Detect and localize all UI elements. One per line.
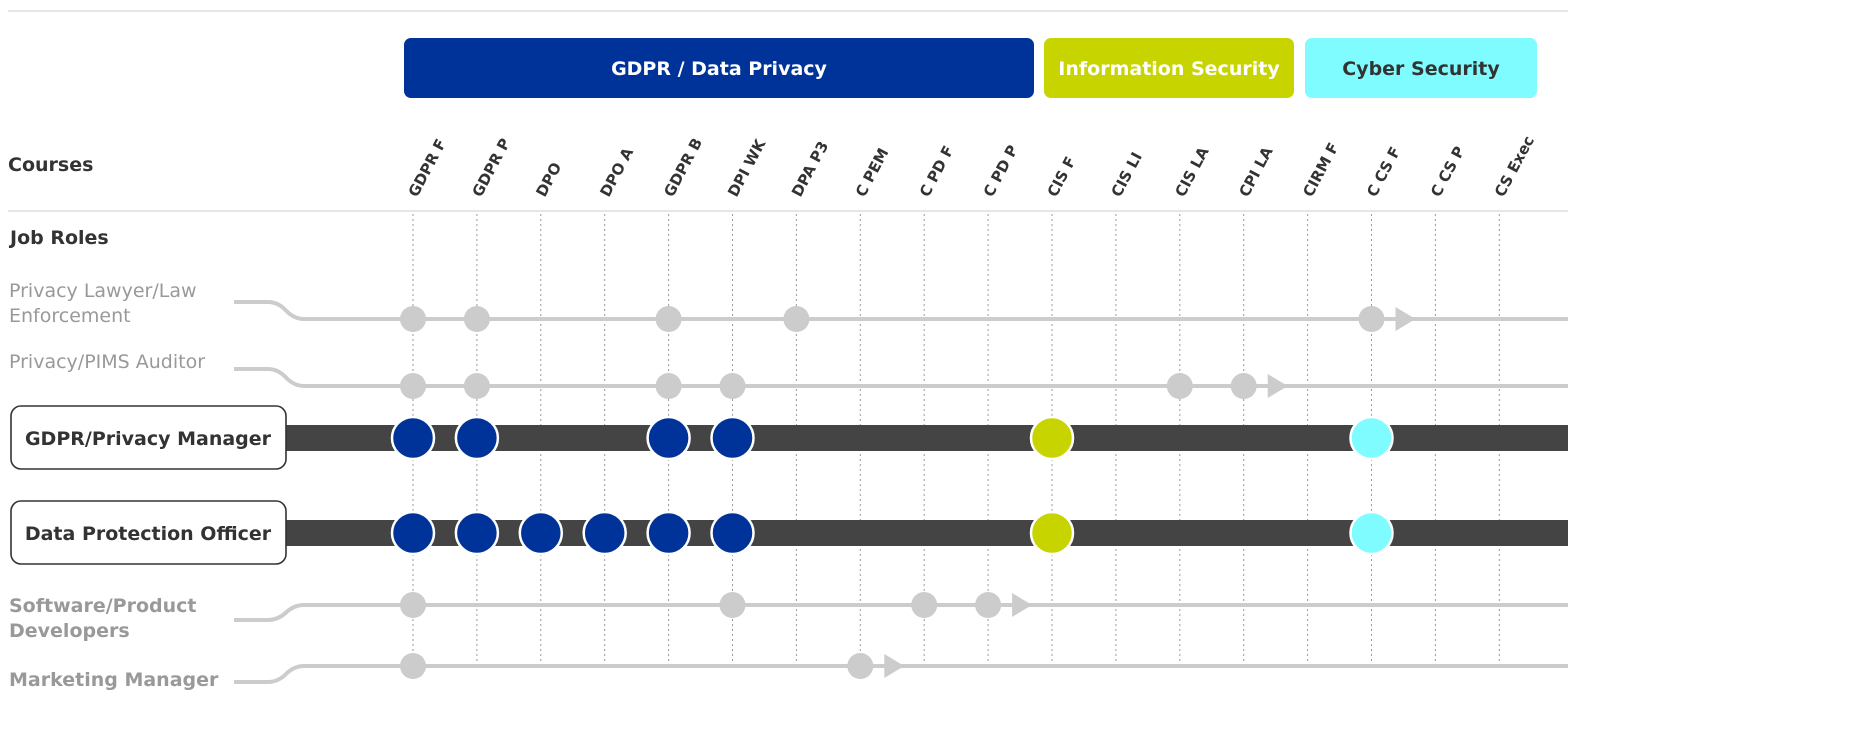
course-dot-gdpr-f <box>400 653 426 679</box>
course-dot-gdpr-f <box>400 592 426 618</box>
category-label: GDPR / Data Privacy <box>611 58 827 80</box>
role-track-software-product-developers: Software/Product Developers <box>9 592 1568 642</box>
course-label-c-pd-p: C PD P <box>980 142 1022 200</box>
role-track-privacy-lawyer-law-enforcement: Privacy Lawyer/Law Enforcement <box>9 280 1568 332</box>
course-dot-dpi-wk <box>710 415 755 461</box>
course-dot-gdpr-b <box>655 306 682 332</box>
course-dot-dpi-wk <box>710 510 755 556</box>
course-label-gdpr-f: GDPR F <box>405 136 450 200</box>
category-banner-bg <box>1305 38 1537 98</box>
category-banner-bg <box>404 38 1034 98</box>
course-label-cis-la: CIS LA <box>1171 144 1212 200</box>
courses-header: Courses <box>8 154 93 176</box>
course-label-c-pem: C PEM <box>852 145 892 200</box>
course-dot-gdpr-f <box>390 510 436 556</box>
course-dot-gdpr-p <box>454 415 500 461</box>
role-label: Software/Product <box>9 595 196 617</box>
course-dot-c-cs-f <box>1358 306 1385 332</box>
track-line <box>234 603 1568 622</box>
track-arrow <box>1267 374 1288 398</box>
category-banners: GDPR / Data Privacy Information Security C… <box>404 38 1537 98</box>
course-dot-gdpr-b <box>646 510 691 556</box>
role-box <box>10 405 287 470</box>
course-label-c-cs-f: C CS F <box>1363 144 1404 200</box>
role-label: Marketing Manager <box>9 669 219 691</box>
course-label-dpa-p3: DPA P3 <box>788 138 832 200</box>
course-label-dpo-a: DPO A <box>596 144 637 200</box>
role-track-data-protection-officer: Data Protection Officer <box>10 500 1568 565</box>
category-cyber-security: Cyber Security <box>1305 38 1537 98</box>
course-dot-gdpr-b <box>655 373 682 399</box>
track-line <box>234 300 1568 321</box>
role-track-gdpr-privacy-manager: GDPR/Privacy Manager <box>10 405 1568 470</box>
course-dot-gdpr-f <box>400 373 426 399</box>
course-label-cs-exec: CS Exec <box>1491 133 1538 200</box>
course-label-cis-li: CIS LI <box>1108 149 1146 200</box>
track-arrow <box>884 654 905 678</box>
course-label-c-pd-f: C PD F <box>916 143 958 200</box>
course-label-dpi-wk: DPI WK <box>724 135 770 200</box>
role-tracks: Privacy Lawyer/Law Enforcement Privacy/PIM… <box>9 280 1568 691</box>
role-label: Data Protection Officer <box>25 523 272 545</box>
course-dot-cis-la <box>1166 373 1193 399</box>
role-label: Privacy/PIMS Auditor <box>9 351 205 373</box>
category-label: Cyber Security <box>1342 58 1500 80</box>
track-arrow <box>1012 593 1033 617</box>
course-dot-dpi-wk <box>719 592 746 618</box>
role-label: Developers <box>9 620 130 642</box>
role-track-privacy-pims-auditor: Privacy/PIMS Auditor <box>9 351 1568 399</box>
course-label-cirm-f: CIRM F <box>1299 140 1342 200</box>
role-label: Privacy Lawyer/Law <box>9 280 197 302</box>
course-dot-dpi-wk <box>719 373 746 399</box>
role-label: Enforcement <box>9 305 131 327</box>
course-dot-gdpr-p <box>454 510 500 556</box>
track-line <box>234 664 1568 684</box>
category-label: Information Security <box>1058 58 1280 80</box>
course-labels: GDPR F GDPR P DPO DPO A GDPR B DPI WK DPA P3 C … <box>405 133 1538 200</box>
course-label-c-cs-p: C CS P <box>1427 143 1469 200</box>
course-label-cis-f: CIS F <box>1044 154 1080 200</box>
course-dot-c-pem <box>847 653 874 679</box>
course-dot-dpo-a <box>582 510 627 556</box>
course-dot-c-pd-f <box>911 592 938 618</box>
course-dot-dpo <box>518 510 564 556</box>
track-arrow <box>1395 307 1416 331</box>
course-dot-cpi-la <box>1230 373 1257 399</box>
course-dot-gdpr-b <box>646 415 691 461</box>
course-dot-c-cs-f <box>1349 415 1394 461</box>
course-dot-dpa-p3 <box>783 306 810 332</box>
course-dot-gdpr-p <box>463 373 490 399</box>
role-track-marketing-manager: Marketing Manager <box>9 653 1568 691</box>
course-label-cpi-la: CPI LA <box>1235 143 1276 199</box>
category-banner-bg <box>1044 38 1294 98</box>
course-dot-c-cs-f <box>1349 510 1394 556</box>
course-dot-gdpr-f <box>390 415 436 461</box>
course-dot-gdpr-f <box>400 306 426 332</box>
course-label-gdpr-b: GDPR B <box>660 135 706 200</box>
category-gdpr-data-privacy: GDPR / Data Privacy <box>404 38 1034 98</box>
course-dot-cis-f <box>1029 415 1075 461</box>
track-line <box>234 367 1568 388</box>
course-label-gdpr-p: GDPR P <box>469 135 515 200</box>
role-box <box>10 500 287 565</box>
job-roles-header: Job Roles <box>8 227 109 249</box>
course-dot-cis-f <box>1029 510 1075 556</box>
category-information-security: Information Security <box>1044 38 1294 98</box>
course-label-dpo: DPO <box>532 159 565 199</box>
role-label: GDPR/Privacy Manager <box>25 428 272 450</box>
course-dot-gdpr-p <box>463 306 490 332</box>
course-dot-c-pd-p <box>975 592 1002 618</box>
